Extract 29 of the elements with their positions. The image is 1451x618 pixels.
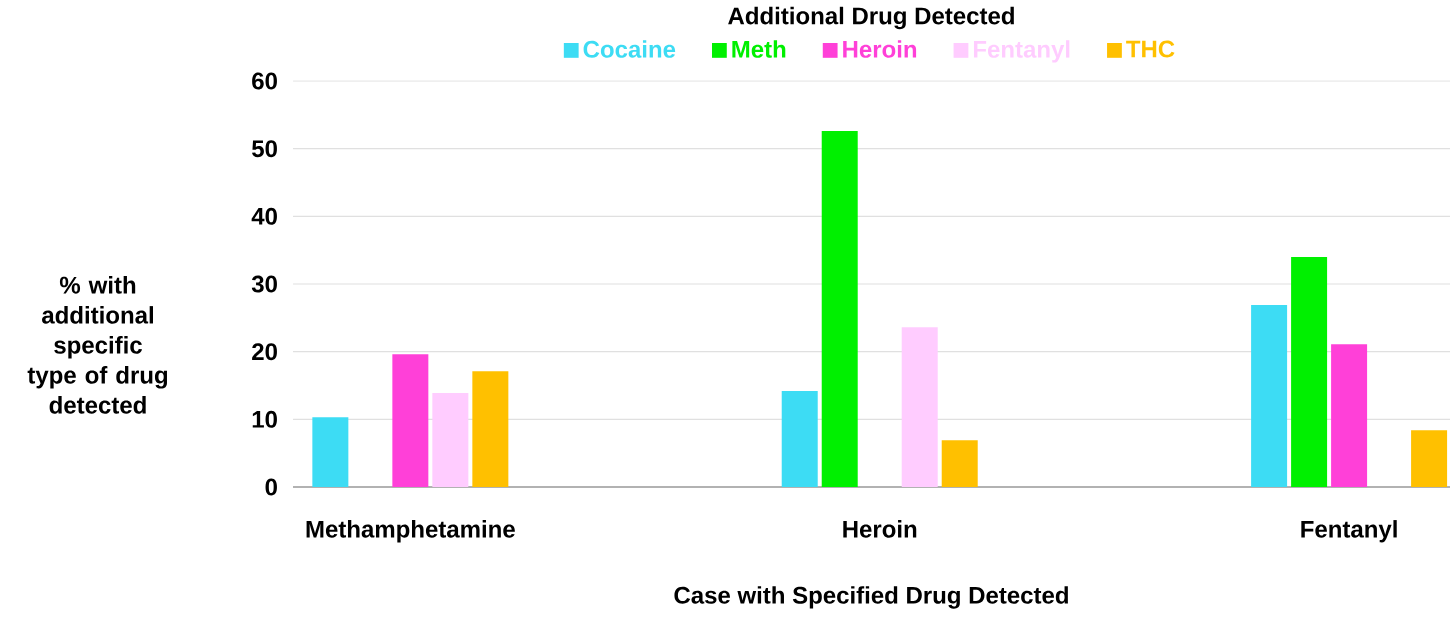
x-tick-label: Methamphetamine [306, 520, 515, 543]
bar [392, 354, 429, 487]
y-tick-label: 50 [252, 140, 277, 158]
legend-label: Heroin [843, 40, 917, 58]
bar [781, 390, 818, 487]
y-tick-label: 40 [251, 207, 277, 225]
bar [432, 392, 469, 487]
legend-label: Meth [732, 40, 786, 58]
x-tick-label: Heroin [843, 520, 917, 538]
x-axis-title: Case with Specified Drug Detected [674, 586, 1068, 609]
y-tick-label: 10 [252, 410, 277, 428]
x-tick-label: Fentanyl [1301, 520, 1397, 543]
legend-label: THC [1126, 40, 1175, 58]
bar [901, 327, 938, 487]
bar [1331, 344, 1368, 487]
y-tick-label: 60 [252, 72, 277, 90]
legend-label: Cocaine [583, 40, 676, 58]
y-tick-label: 20 [252, 343, 277, 361]
bar [312, 417, 349, 487]
bar [1291, 256, 1328, 487]
bar [472, 371, 509, 487]
bar [1411, 430, 1448, 487]
y-axis-title: % with additional specific type of drug detected [27, 276, 168, 414]
y-tick-label: 0 [265, 478, 277, 496]
bar [821, 131, 858, 487]
bar [1251, 304, 1288, 487]
bar [941, 440, 978, 487]
legend-title: Additional Drug Detected [728, 6, 1014, 30]
y-tick-label: 30 [251, 275, 277, 293]
